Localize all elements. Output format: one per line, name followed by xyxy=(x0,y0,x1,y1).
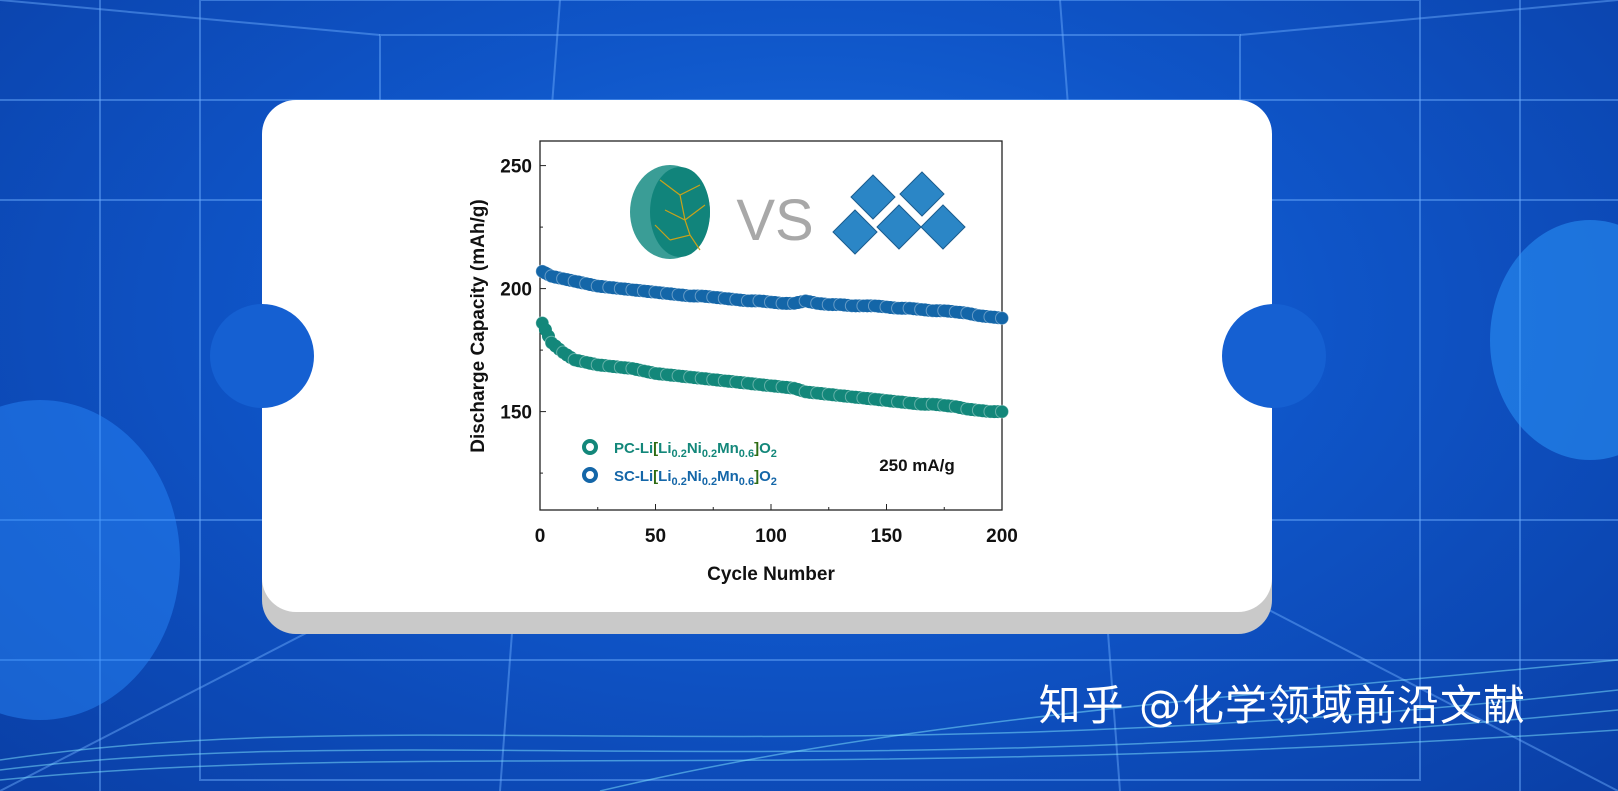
ticket-notch-left xyxy=(210,304,314,408)
x-tick-label: 100 xyxy=(755,526,787,547)
legend-text-part: Ni xyxy=(687,468,702,485)
legend-text-part: SC-Li xyxy=(614,468,653,485)
legend-label: PC-Li[Li0.2Ni0.2Mn0.6]O2 xyxy=(614,440,777,460)
pc-data-point xyxy=(995,404,1009,419)
legend-label: SC-Li[Li0.2Ni0.2Mn0.6]O2 xyxy=(614,468,777,488)
legend-text-part: 0.2 xyxy=(672,476,687,488)
legend-marker xyxy=(582,467,598,483)
x-tick-label: 50 xyxy=(645,526,666,547)
legend-text-part: ] xyxy=(754,440,759,457)
legend-text-part: [ xyxy=(653,440,658,457)
legend-text-part: 0.2 xyxy=(702,448,717,460)
legend-text-part: 2 xyxy=(771,448,777,460)
x-tick-label: 150 xyxy=(871,526,903,547)
vs-label: VS xyxy=(736,188,813,253)
x-axis-label: Cycle Number xyxy=(707,564,835,585)
legend-text-part: 0.6 xyxy=(739,448,754,460)
x-tick-label: 200 xyxy=(986,526,1018,547)
legend-text-part: ] xyxy=(754,468,759,485)
sc-data-point xyxy=(995,311,1009,326)
y-axis-label: Discharge Capacity (mAh/g) xyxy=(468,199,489,452)
legend-text-part: 0.2 xyxy=(702,476,717,488)
legend-text-part: [ xyxy=(653,468,658,485)
watermark: 知乎 @化学领域前沿文献 xyxy=(1038,681,1526,730)
legend-text-part: PC-Li xyxy=(614,440,653,457)
y-tick-label: 200 xyxy=(500,280,532,301)
legend-text-part: Li xyxy=(658,468,671,485)
y-tick-label: 250 xyxy=(500,157,532,178)
legend-marker xyxy=(582,439,598,455)
x-tick-label: 0 xyxy=(535,526,546,547)
legend-text-part: 2 xyxy=(771,476,777,488)
ticket-card xyxy=(262,100,1272,612)
legend-text-part: O xyxy=(759,468,771,485)
legend-text-part: Ni xyxy=(687,440,702,457)
illustration: VS xyxy=(630,165,966,259)
legend: PC-Li[Li0.2Ni0.2Mn0.6]O2SC-Li[Li0.2Ni0.2… xyxy=(582,439,777,488)
single-crystal-octahedra-icon xyxy=(832,171,966,255)
polycrystal-sphere-icon xyxy=(630,165,710,259)
legend-text-part: Mn xyxy=(717,468,739,485)
legend-text-part: O xyxy=(759,440,771,457)
legend-text-part: 0.6 xyxy=(739,476,754,488)
ticket-notch-right xyxy=(1222,304,1326,408)
legend-text-part: Li xyxy=(658,440,671,457)
current-density-annotation: 250 mA/g xyxy=(879,456,955,475)
y-tick-label: 150 xyxy=(500,403,532,424)
legend-text-part: 0.2 xyxy=(672,448,687,460)
legend-text-part: Mn xyxy=(717,440,739,457)
